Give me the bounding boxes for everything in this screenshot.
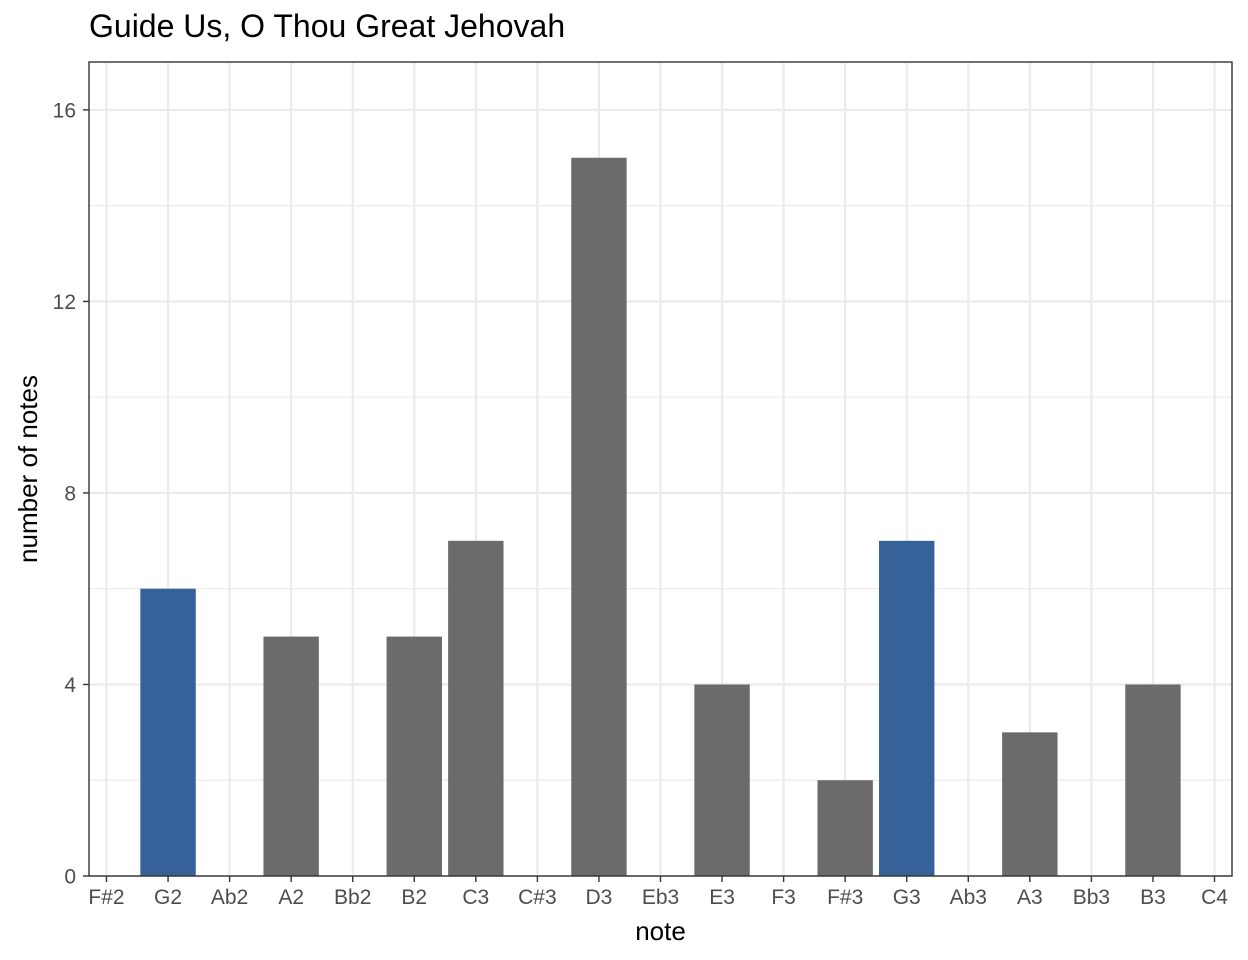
x-tick-label: F3 — [771, 886, 796, 909]
x-tick-label: Bb2 — [334, 886, 371, 909]
x-tick-label: G2 — [154, 886, 182, 909]
y-axis-title: number of notes — [13, 375, 43, 563]
bar-C3 — [448, 540, 504, 876]
y-tick-label: 8 — [64, 482, 76, 505]
bar-B3 — [1125, 684, 1181, 876]
y-tick-label: 0 — [64, 866, 76, 889]
x-tick-label: Eb3 — [642, 886, 679, 909]
x-tick-label: C4 — [1201, 886, 1228, 909]
chart-title: Guide Us, O Thou Great Jehovah — [89, 8, 566, 44]
axes: 0 4 8 12 16 F#2 G2 Ab2 A2 Bb2 B2 C3 C#3 D3 Eb3 E3 F3 F#3 G… — [53, 99, 1229, 909]
x-tick-label: Ab3 — [950, 886, 987, 909]
y-tick-label: 12 — [53, 291, 76, 314]
bar-G2 — [140, 588, 196, 876]
bars — [140, 157, 1181, 876]
x-tick-label: F#2 — [88, 886, 124, 909]
y-tick-label: 16 — [53, 99, 76, 122]
bar-B2 — [386, 636, 442, 876]
x-tick-label: C#3 — [518, 886, 557, 909]
bar-G3 — [879, 540, 935, 876]
x-tick-label: B3 — [1140, 886, 1166, 909]
x-tick-label: Ab2 — [211, 886, 248, 909]
bar-E3 — [694, 684, 750, 876]
y-tick-label: 4 — [64, 674, 76, 697]
x-tick-label: G3 — [893, 886, 921, 909]
x-tick-label: E3 — [709, 886, 735, 909]
x-tick-label: Bb3 — [1073, 886, 1110, 909]
x-tick-label: D3 — [586, 886, 613, 909]
x-tick-label: B2 — [401, 886, 427, 909]
x-tick-label: C3 — [462, 886, 489, 909]
bar-A3 — [1002, 732, 1058, 876]
x-axis-title: note — [635, 916, 686, 946]
bar-F#3 — [817, 780, 873, 876]
bar-D3 — [571, 157, 627, 876]
x-tick-label: A3 — [1017, 886, 1043, 909]
bar-A2 — [263, 636, 319, 876]
grid-lines — [89, 62, 1232, 878]
x-tick-label: F#3 — [827, 886, 863, 909]
x-tick-label: A2 — [278, 886, 304, 909]
